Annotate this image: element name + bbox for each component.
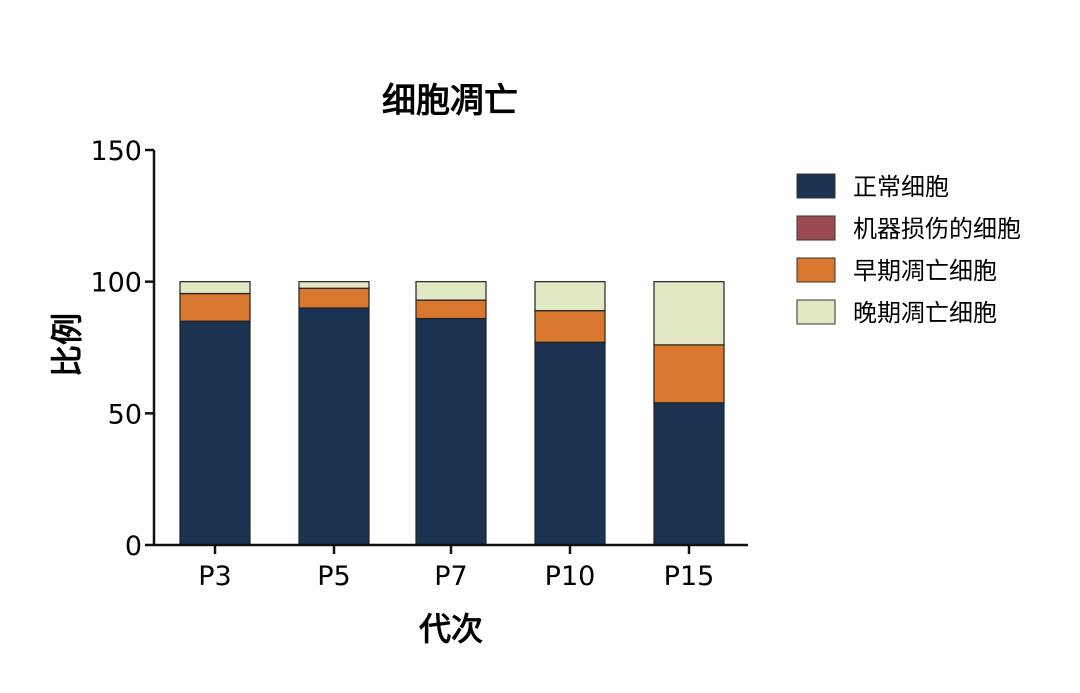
bar-P3 bbox=[179, 281, 251, 546]
legend-swatch bbox=[796, 215, 836, 241]
axes: P3 P5 P7 P10 P15 0 50 100 150 bbox=[90, 136, 748, 592]
legend-swatch bbox=[796, 173, 836, 199]
legend-swatch bbox=[796, 299, 836, 325]
y-tick-label: 50 bbox=[108, 399, 142, 430]
legend-swatch bbox=[796, 257, 836, 283]
x-tick-label: P10 bbox=[545, 561, 596, 592]
bar-segment bbox=[298, 307, 370, 546]
bar-segment bbox=[653, 281, 725, 346]
bar-segment bbox=[179, 292, 251, 322]
legend-label: 晚期凋亡细胞 bbox=[853, 299, 997, 327]
legend-item: 正常细胞 bbox=[796, 173, 949, 201]
bars-group bbox=[179, 281, 725, 546]
bar-P10 bbox=[534, 281, 606, 546]
legend-item: 机器损伤的细胞 bbox=[796, 215, 1021, 243]
y-tick-label: 0 bbox=[125, 531, 142, 562]
legend-label: 机器损伤的细胞 bbox=[853, 215, 1021, 243]
x-tick-label: P7 bbox=[434, 561, 467, 592]
legend-item: 早期凋亡细胞 bbox=[796, 257, 997, 285]
y-tick-label: 150 bbox=[90, 136, 142, 167]
bar-segment bbox=[415, 317, 487, 546]
bar-segment bbox=[179, 320, 251, 546]
x-tick-label: P15 bbox=[664, 561, 715, 592]
y-tick-label: 100 bbox=[90, 268, 142, 299]
legend-item: 晚期凋亡细胞 bbox=[796, 299, 997, 327]
y-axis-label: 比例 bbox=[48, 313, 86, 377]
bar-segment bbox=[179, 281, 251, 295]
bar-segment bbox=[534, 281, 606, 312]
chart-title: 细胞凋亡 bbox=[382, 81, 518, 121]
bar-segment bbox=[415, 281, 487, 301]
bar-P15 bbox=[653, 281, 725, 546]
x-tick-label: P5 bbox=[317, 561, 350, 592]
bar-segment bbox=[534, 341, 606, 546]
legend-label: 早期凋亡细胞 bbox=[853, 257, 997, 285]
bar-segment bbox=[298, 287, 370, 309]
x-tick-label: P3 bbox=[198, 561, 231, 592]
bar-segment bbox=[653, 402, 725, 546]
bar-segment bbox=[653, 344, 725, 404]
legend-label: 正常细胞 bbox=[853, 173, 949, 201]
bar-P7 bbox=[415, 281, 487, 546]
bar-segment bbox=[415, 299, 487, 320]
x-axis-label: 代次 bbox=[418, 610, 483, 648]
bar-P5 bbox=[298, 281, 370, 546]
bar-segment bbox=[534, 310, 606, 343]
bar-segment bbox=[298, 281, 370, 289]
